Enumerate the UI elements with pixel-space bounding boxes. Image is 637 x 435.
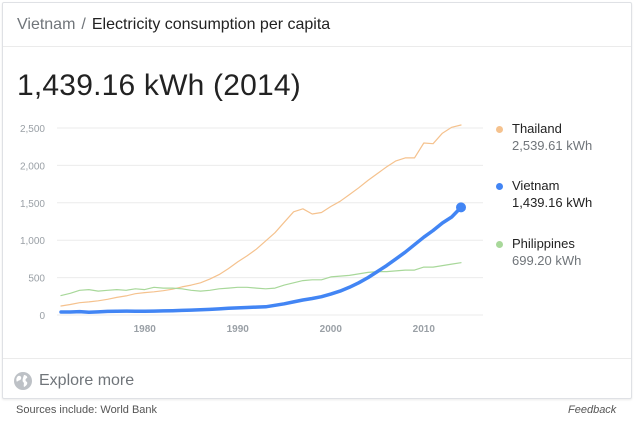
breadcrumb-separator: /: [81, 15, 86, 33]
breadcrumb-root-link[interactable]: Vietnam: [17, 15, 76, 33]
feedback-link[interactable]: Feedback: [568, 404, 617, 416]
x-tick-label-2010: 2010: [413, 324, 436, 335]
y-tick-label-1000: 1,000: [20, 236, 45, 247]
y-tick-label-1500: 1,500: [20, 199, 45, 210]
sources-text: Sources include: World Bank: [16, 404, 158, 416]
series-line-philippines: [60, 262, 462, 297]
y-tick-label-500: 500: [28, 274, 45, 285]
knowledge-card: Vietnam / Electricity consumption per ca…: [2, 2, 632, 399]
footer-divider: [3, 358, 631, 359]
y-tick-label-2500: 2,500: [20, 124, 45, 135]
legend-value-thailand: 2,539.61 kWh: [512, 138, 593, 153]
legend-dot-philippines-icon: [496, 241, 503, 248]
legend-dot-thailand-icon: [496, 126, 503, 133]
x-tick-label-1980: 1980: [134, 324, 157, 335]
breadcrumb-title: Electricity consumption per capita: [91, 15, 331, 33]
series-endpoint-vietnam: [456, 202, 466, 213]
legend-value-philippines: 699.20 kWh: [512, 253, 582, 268]
y-tick-label-0: 0: [39, 311, 45, 322]
headline-value: 1,439.16 kWh (2014): [17, 69, 301, 102]
x-tick-label-2000: 2000: [320, 324, 343, 335]
breadcrumb: Vietnam / Electricity consumption per ca…: [3, 3, 631, 47]
y-tick-label-2000: 2,000: [20, 161, 45, 172]
series-line-thailand: [60, 124, 462, 307]
legend-name-philippines: Philippines: [512, 236, 575, 251]
legend-value-vietnam: 1,439.16 kWh: [512, 195, 593, 210]
globe-icon: [14, 372, 32, 390]
explore-more-button[interactable]: Explore more: [13, 369, 134, 393]
x-tick-label-1990: 1990: [227, 324, 250, 335]
legend-dot-vietnam-icon: [496, 183, 503, 190]
line-chart[interactable]: 0 500 1,000 1,500 2,000 2,500 1980 1990 2000 2010: [3, 3, 633, 358]
series-line-vietnam: [59, 205, 463, 314]
legend-name-thailand: Thailand: [512, 121, 562, 136]
explore-more-label: Explore more: [39, 372, 135, 389]
legend-name-vietnam: Vietnam: [512, 178, 560, 193]
